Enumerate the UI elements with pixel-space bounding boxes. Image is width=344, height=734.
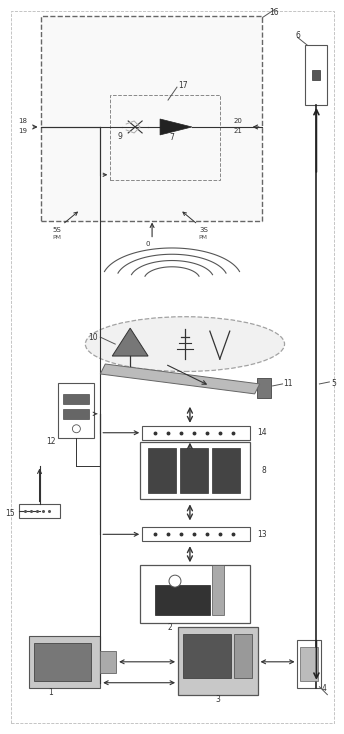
Text: 18: 18 [19, 118, 28, 124]
Bar [29, 636, 100, 688]
Text: 3S: 3S [199, 227, 208, 233]
Text: 3: 3 [215, 695, 220, 704]
Text: 16: 16 [270, 8, 279, 17]
Text: 4: 4 [321, 684, 326, 693]
Bar [58, 383, 94, 437]
Bar [180, 448, 208, 493]
Text: PM: PM [199, 235, 208, 240]
Text: 9: 9 [118, 132, 123, 142]
Text: 0: 0 [146, 241, 150, 247]
Bar [19, 504, 61, 518]
Text: 2: 2 [168, 623, 172, 633]
Bar [183, 634, 231, 677]
Bar [312, 70, 320, 80]
Text: 20: 20 [233, 118, 242, 124]
Circle shape [169, 575, 181, 587]
Bar [298, 640, 321, 688]
Bar [212, 565, 224, 615]
Polygon shape [100, 364, 260, 394]
Bar [63, 394, 89, 404]
Text: 13: 13 [258, 530, 267, 539]
Bar [257, 378, 271, 398]
Text: 6: 6 [295, 31, 300, 40]
Bar [148, 448, 176, 493]
Text: 15: 15 [5, 509, 15, 518]
Bar [140, 565, 250, 623]
Circle shape [72, 425, 80, 433]
Text: 8: 8 [262, 466, 266, 475]
Bar [178, 627, 258, 694]
Bar [212, 448, 240, 493]
Bar [142, 426, 250, 440]
Bar [100, 651, 116, 673]
Bar [155, 585, 210, 615]
Polygon shape [112, 328, 148, 356]
Polygon shape [160, 119, 192, 135]
Bar [300, 647, 319, 680]
Text: 19: 19 [19, 128, 28, 134]
Text: PM: PM [53, 235, 62, 240]
Bar [234, 634, 252, 677]
Bar [110, 95, 220, 180]
Text: 12: 12 [46, 437, 55, 446]
Bar [34, 643, 91, 680]
Bar [140, 442, 250, 499]
Ellipse shape [85, 316, 284, 371]
Bar [63, 409, 89, 419]
Text: 21: 21 [233, 128, 242, 134]
Text: 5S: 5S [53, 227, 61, 233]
Text: 14: 14 [258, 428, 267, 437]
Text: 5: 5 [331, 379, 336, 388]
Text: 7: 7 [170, 134, 174, 142]
Text: 1: 1 [48, 688, 53, 697]
Bar [142, 527, 250, 541]
Text: 10: 10 [88, 333, 98, 341]
Text: 17: 17 [178, 81, 187, 90]
Bar [41, 16, 262, 221]
Text: 11: 11 [283, 379, 293, 388]
Bar [305, 46, 327, 105]
